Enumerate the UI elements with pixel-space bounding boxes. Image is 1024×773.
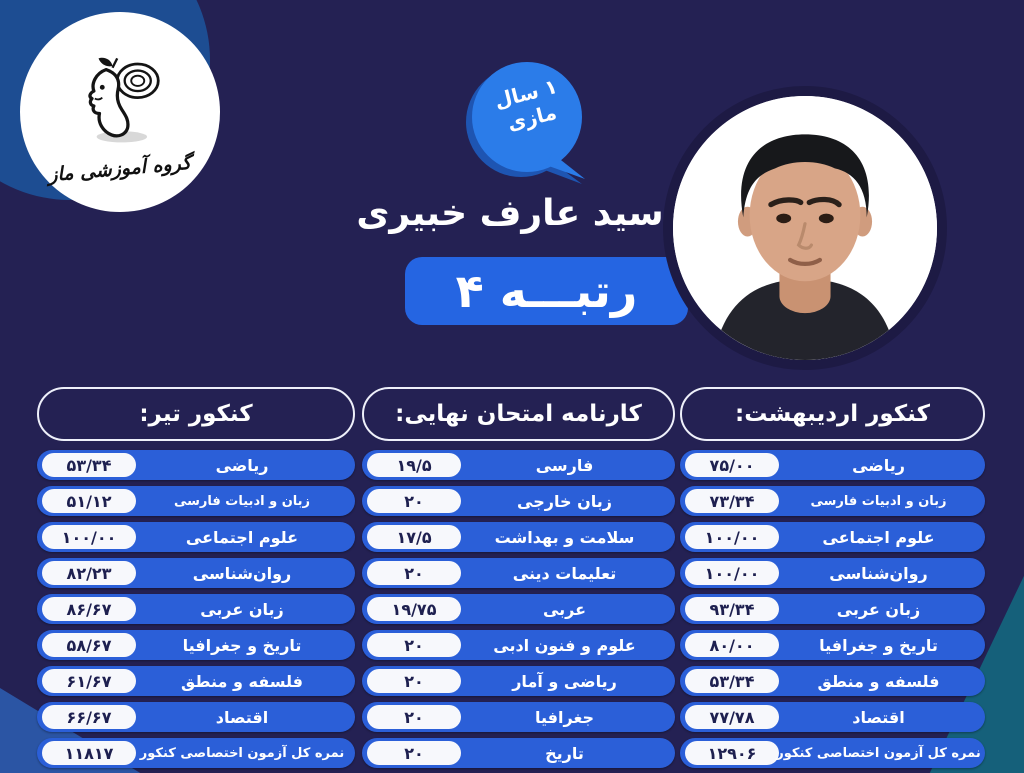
score-pill: ۱۹/۷۵ — [367, 597, 461, 621]
subject-label: اقتصاد — [852, 707, 905, 727]
subject-label: تاریخ و جغرافیا — [182, 635, 302, 655]
student-photo — [663, 86, 947, 370]
score-pill: ۸۶/۶۷ — [42, 597, 136, 621]
subject-label: علوم اجتماعی — [822, 527, 935, 547]
speech-bubble: ۱ سال مازی — [452, 55, 612, 200]
score-pill: ۵۱/۱۲ — [42, 489, 136, 513]
subject-label: ریاضی و آمار — [512, 671, 617, 691]
score-row: ۱۹/۷۵ عربی — [362, 594, 675, 624]
score-row: ۷۷/۷۸ اقتصاد — [680, 702, 985, 732]
score-pill: ۷۳/۳۴ — [685, 489, 779, 513]
score-row: ۶۶/۶۷ اقتصاد — [37, 702, 355, 732]
subject-label: زبان عربی — [200, 599, 284, 619]
score-pill: ۱۰۰/۰۰ — [685, 525, 779, 549]
score-row: ۱۰۰/۰۰ علوم اجتماعی — [37, 522, 355, 552]
subject-label: نمره کل آزمون اختصاصی کنکور — [139, 745, 345, 761]
score-pill: ۵۸/۶۷ — [42, 633, 136, 657]
subject-label: فلسفه و منطق — [817, 671, 940, 691]
score-row: ۷۵/۰۰ ریاضی — [680, 450, 985, 480]
speech-bubble-icon — [466, 62, 585, 184]
score-row: ۹۳/۳۴ زبان عربی — [680, 594, 985, 624]
subject-label: زبان عربی — [836, 599, 921, 619]
score-row: ۲۰ علوم و فنون ادبی — [362, 630, 675, 660]
score-row: ۸۶/۶۷ زبان عربی — [37, 594, 355, 624]
column-header-ordibehesht: کنکور اردیبهشت: — [680, 387, 985, 441]
score-row: ۱۷/۵ سلامت و بهداشت — [362, 522, 675, 552]
score-pill: ۹۳/۳۴ — [685, 597, 779, 621]
score-pill: ۶۶/۶۷ — [42, 705, 136, 729]
subject-label: نمره کل آزمون اختصاصی کنکور — [776, 745, 981, 761]
score-pill: ۶۱/۶۷ — [42, 669, 136, 693]
portrait-illustration — [673, 96, 937, 360]
score-pill: ۱۹/۵ — [367, 453, 461, 477]
score-row: ۱۲۹۰۶ نمره کل آزمون اختصاصی کنکور — [680, 738, 985, 768]
score-row: ۷۳/۳۴ زبان و ادبیات فارسی — [680, 486, 985, 516]
brand-logo: گروه آموزشی ماز — [20, 12, 220, 212]
score-row: ۲۰ تعلیمات دینی — [362, 558, 675, 588]
subject-label: روان‌شناسی — [829, 563, 928, 583]
subject-label: جغرافیا — [535, 707, 595, 727]
subject-label: علوم اجتماعی — [185, 527, 299, 547]
subject-label: روان‌شناسی — [192, 563, 292, 583]
score-row: ۸۲/۲۳ روان‌شناسی — [37, 558, 355, 588]
rank-badge: رتبـــه ۴ — [405, 257, 688, 325]
subject-label: اقتصاد — [215, 707, 269, 727]
score-pill: ۵۳/۳۴ — [42, 453, 136, 477]
subject-label: ریاضی — [852, 455, 905, 475]
score-pill: ۱۰۰/۰۰ — [685, 561, 779, 585]
score-row: ۵۱/۱۲ زبان و ادبیات فارسی — [37, 486, 355, 516]
subject-label: سلامت و بهداشت — [494, 527, 635, 547]
score-column-ordibehesht: ۷۵/۰۰ ریاضی ۷۳/۳۴ زبان و ادبیات فارسی ۱۰۰/۰۰… — [680, 450, 985, 768]
score-pill: ۲۰ — [367, 669, 461, 693]
subject-label: زبان و ادبیات فارسی — [810, 493, 947, 509]
score-pill: ۱۰۰/۰۰ — [42, 525, 136, 549]
subject-label: فلسفه و منطق — [180, 671, 304, 691]
score-row: ۲۰ زبان خارجی — [362, 486, 675, 516]
score-row: ۱۱۸۱۷ نمره کل آزمون اختصاصی کنکور — [37, 738, 355, 768]
score-pill: ۲۰ — [367, 705, 461, 729]
score-pill: ۲۰ — [367, 561, 461, 585]
subject-label: زبان خارجی — [517, 491, 612, 511]
score-pill: ۷۵/۰۰ — [685, 453, 779, 477]
score-pill: ۲۰ — [367, 489, 461, 513]
score-row: ۸۰/۰۰ تاریخ و جغرافیا — [680, 630, 985, 660]
score-pill: ۱۱۸۱۷ — [42, 741, 136, 765]
score-row: ۲۰ ریاضی و آمار — [362, 666, 675, 696]
subject-label: تعلیمات دینی — [512, 563, 617, 583]
score-row: ۵۳/۳۴ ریاضی — [37, 450, 355, 480]
score-pill: ۱۲۹۰۶ — [685, 741, 779, 765]
score-row: ۵۸/۶۷ تاریخ و جغرافیا — [37, 630, 355, 660]
student-name: سید عارف خبیری — [356, 193, 664, 234]
score-pill: ۲۰ — [367, 633, 461, 657]
score-pill: ۸۰/۰۰ — [685, 633, 779, 657]
subject-label: تاریخ و جغرافیا — [819, 635, 938, 655]
score-pill: ۲۰ — [367, 741, 461, 765]
score-row: ۱۰۰/۰۰ روان‌شناسی — [680, 558, 985, 588]
score-column-tir: ۵۳/۳۴ ریاضی ۵۱/۱۲ زبان و ادبیات فارسی ۱۰۰/۰۰… — [37, 450, 355, 768]
subject-label: زبان و ادبیات فارسی — [173, 493, 311, 509]
score-row: ۲۰ تاریخ — [362, 738, 675, 768]
head-maze-icon — [88, 57, 160, 143]
score-column-final-exam: ۱۹/۵ فارسی ۲۰ زبان خارجی ۱۷/۵ سلامت و بهداشت ۲… — [362, 450, 675, 768]
column-header-final-exam: کارنامه امتحان نهایی: — [362, 387, 675, 441]
subject-label: فارسی — [535, 455, 594, 475]
score-row: ۶۱/۶۷ فلسفه و منطق — [37, 666, 355, 696]
subject-label: عربی — [542, 599, 587, 619]
score-pill: ۱۷/۵ — [367, 525, 461, 549]
column-header-tir: کنکور تیر: — [37, 387, 355, 441]
score-pill: ۸۲/۲۳ — [42, 561, 136, 585]
subject-label: علوم و فنون ادبی — [493, 635, 636, 655]
score-row: ۱۰۰/۰۰ علوم اجتماعی — [680, 522, 985, 552]
subject-label: تاریخ — [545, 743, 584, 763]
score-row: ۱۹/۵ فارسی — [362, 450, 675, 480]
subject-label: ریاضی — [215, 455, 269, 475]
score-pill: ۷۷/۷۸ — [685, 705, 779, 729]
score-row: ۲۰ جغرافیا — [362, 702, 675, 732]
score-pill: ۵۳/۳۴ — [685, 669, 779, 693]
score-row: ۵۳/۳۴ فلسفه و منطق — [680, 666, 985, 696]
